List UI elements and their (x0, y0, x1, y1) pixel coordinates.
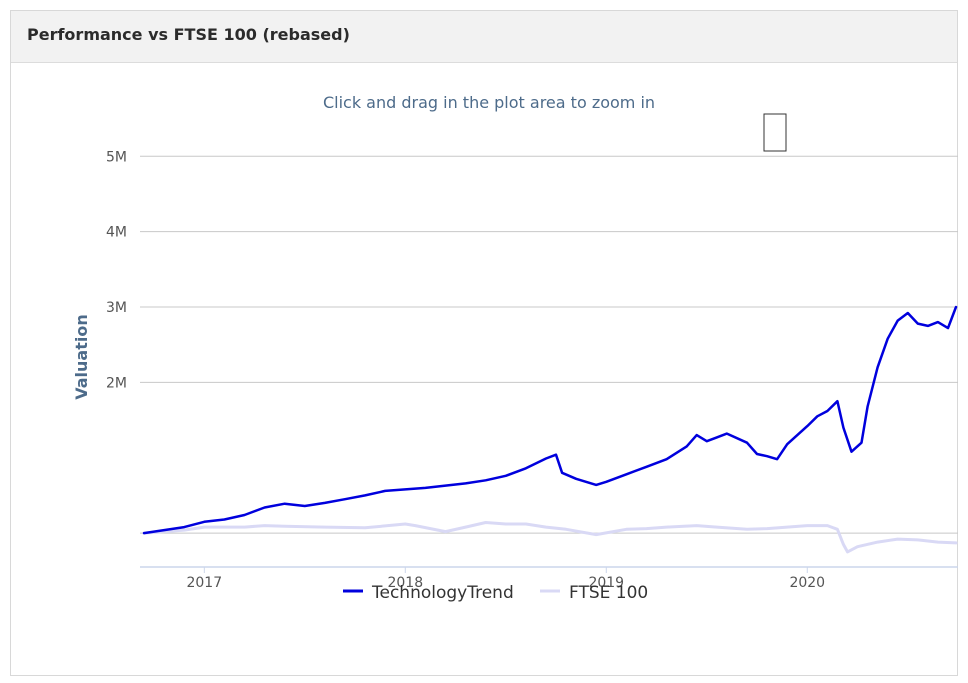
zoom-hint: Click and drag in the plot area to zoom … (323, 93, 655, 112)
x-tick-label: 2018 (387, 575, 423, 591)
ftse-100-series-line[interactable] (142, 521, 958, 554)
legend-label: TechnologyTrend (371, 583, 514, 603)
y-tick-label: 2M (106, 375, 127, 391)
legend[interactable]: TechnologyTrend FTSE 100 (343, 583, 648, 603)
grid-lines (140, 155, 958, 534)
series-lines (142, 305, 958, 554)
y-tick-label: 4M (106, 225, 127, 241)
legend-item-ftse-100[interactable]: FTSE 100 (540, 583, 648, 603)
y-tick-label: 3M (106, 300, 127, 316)
legend-item-technologytrend[interactable]: TechnologyTrend (343, 583, 514, 603)
x-tick-label: 2019 (588, 575, 624, 591)
chart-panel: Performance vs FTSE 100 (rebased) (10, 10, 958, 676)
x-tick-label: 2017 (186, 575, 222, 591)
y-axis-label: Valuation (72, 314, 91, 400)
legend-label: FTSE 100 (569, 583, 648, 603)
technologytrend-series-line[interactable] (142, 305, 958, 535)
panel-title: Performance vs FTSE 100 (rebased) (27, 25, 350, 44)
panel-header: Performance vs FTSE 100 (rebased) (11, 11, 957, 63)
axes: 2M 3M 4M 5M 2017 2018 2019 2020 (106, 149, 958, 591)
x-tick-label: 2020 (789, 575, 825, 591)
zoom-handle[interactable] (763, 113, 787, 152)
y-tick-label: 5M (106, 149, 127, 165)
